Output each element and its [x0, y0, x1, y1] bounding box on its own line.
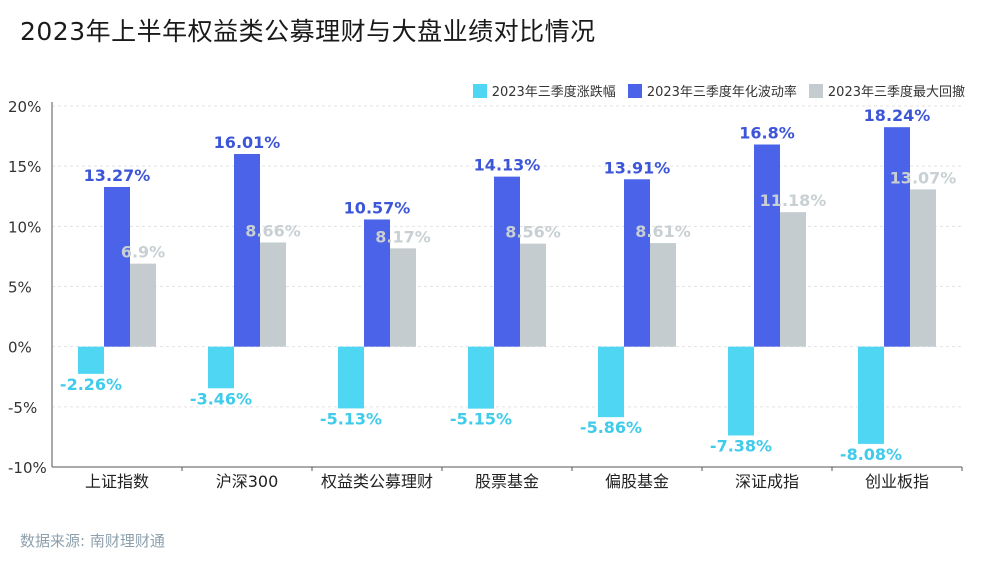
data-label: 14.13% — [474, 156, 541, 175]
bar — [728, 346, 754, 436]
data-label: -5.86% — [580, 418, 642, 437]
bar — [520, 243, 546, 347]
bar — [390, 248, 416, 347]
chart-title: 2023年上半年权益类公募理财与大盘业绩对比情况 — [20, 17, 596, 46]
y-tick-label: -5% — [8, 399, 37, 417]
bar — [780, 212, 806, 347]
bar — [884, 127, 910, 347]
x-tick-label: 权益类公募理财 — [321, 472, 433, 491]
legend-label-change: 2023年三季度涨跌幅 — [491, 85, 616, 100]
y-tick-label: 10% — [8, 218, 41, 236]
legend: 2023年三季度涨跌幅 2023年三季度年化波动率 2023年三季度最大回撤 — [472, 81, 965, 100]
y-tick-label: 5% — [8, 279, 32, 297]
data-label: -3.46% — [190, 389, 252, 408]
y-tick-label: 15% — [8, 158, 41, 176]
legend-label-drawdown: 2023年三季度最大回撤 — [827, 85, 965, 100]
data-label: -7.38% — [710, 436, 772, 455]
data-label: 18.24% — [864, 106, 931, 125]
data-label: -5.15% — [450, 410, 512, 429]
data-label: 8.17% — [375, 227, 431, 246]
bar — [858, 346, 884, 444]
data-label: 8.61% — [635, 222, 691, 241]
bar — [468, 346, 494, 409]
data-label: 16.01% — [214, 133, 281, 152]
legend-item-drawdown: 2023年三季度最大回撤 — [808, 81, 965, 100]
x-tick-label: 偏股基金 — [605, 472, 669, 491]
data-label: -8.08% — [840, 445, 902, 464]
legend-swatch-volatility — [627, 83, 642, 98]
bar — [754, 144, 780, 347]
data-label: 16.8% — [739, 124, 795, 143]
bar — [650, 243, 676, 347]
x-tick-label: 深证成指 — [735, 472, 799, 491]
y-tick-label: 20% — [8, 98, 41, 116]
y-tick-label: 0% — [8, 339, 32, 357]
bar — [598, 346, 624, 418]
bar — [208, 346, 234, 389]
bar — [624, 179, 650, 347]
bar — [234, 154, 260, 347]
legend-swatch-drawdown — [808, 83, 823, 98]
legend-label-volatility: 2023年三季度年化波动率 — [646, 85, 797, 100]
data-label: -5.13% — [320, 409, 382, 428]
x-tick-label: 股票基金 — [475, 472, 539, 491]
data-label: 10.57% — [344, 198, 411, 217]
bar — [130, 263, 156, 347]
data-label: 6.9% — [121, 243, 165, 262]
bar — [910, 189, 936, 347]
legend-item-change: 2023年三季度涨跌幅 — [472, 81, 616, 100]
x-tick-label: 沪深300 — [216, 472, 279, 491]
y-tick-label: -10% — [8, 459, 47, 477]
data-label: 13.91% — [604, 158, 671, 177]
data-label: 8.66% — [245, 221, 301, 240]
source-note: 数据来源: 南财理财通 — [20, 532, 165, 550]
legend-swatch-change — [472, 83, 487, 98]
bar — [494, 176, 520, 347]
bar — [104, 186, 130, 347]
bar — [78, 346, 104, 374]
bar — [364, 219, 390, 347]
data-label: 11.18% — [760, 191, 827, 210]
data-label: 8.56% — [505, 223, 561, 242]
bar — [338, 346, 364, 409]
x-tick-label: 创业板指 — [865, 472, 929, 491]
bar — [260, 242, 286, 347]
legend-item-volatility: 2023年三季度年化波动率 — [627, 81, 797, 100]
data-label: -2.26% — [60, 375, 122, 394]
data-label: 13.27% — [84, 166, 151, 185]
data-label: 13.07% — [890, 168, 957, 187]
x-tick-label: 上证指数 — [85, 472, 149, 491]
